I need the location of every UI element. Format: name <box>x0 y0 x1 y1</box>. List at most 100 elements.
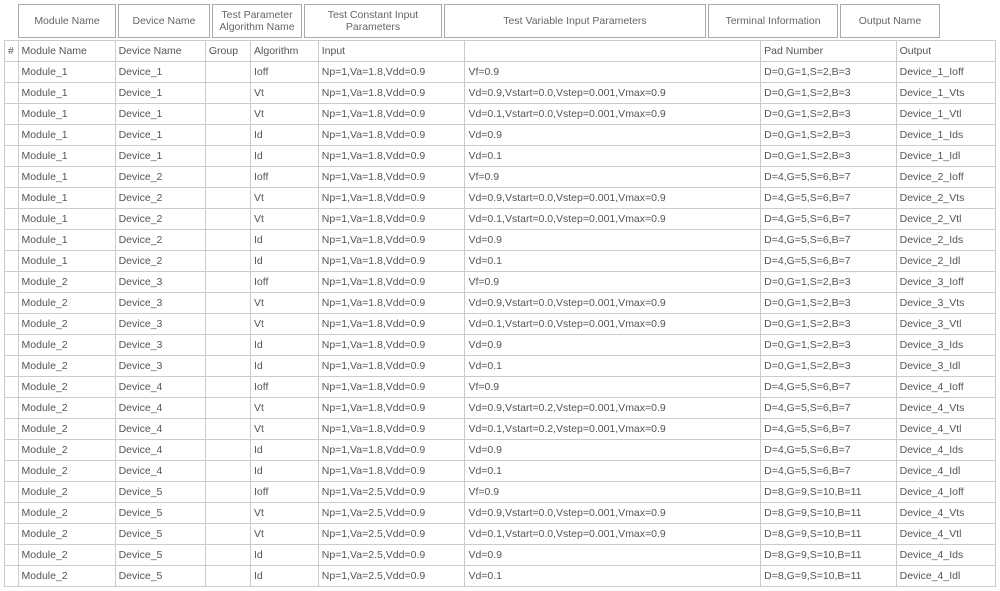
table-cell[interactable]: Np=1,Va=2.5,Vdd=0.9 <box>318 482 465 503</box>
table-cell[interactable]: Device_1_Vts <box>896 83 995 104</box>
table-cell[interactable]: Np=1,Va=1.8,Vdd=0.9 <box>318 62 465 83</box>
table-cell[interactable]: Np=1,Va=1.8,Vdd=0.9 <box>318 83 465 104</box>
table-cell[interactable]: Vd=0.1,Vstart=0.2,Vstep=0.001,Vmax=0.9 <box>465 419 761 440</box>
table-cell[interactable] <box>5 314 19 335</box>
table-cell[interactable] <box>205 419 250 440</box>
table-cell[interactable]: Vd=0.9 <box>465 125 761 146</box>
table-cell[interactable] <box>5 545 19 566</box>
table-cell[interactable] <box>205 293 250 314</box>
table-cell[interactable]: Vt <box>251 503 319 524</box>
table-cell[interactable] <box>5 356 19 377</box>
table-cell[interactable] <box>5 209 19 230</box>
table-cell[interactable]: D=4,G=5,S=6,B=7 <box>761 209 896 230</box>
table-cell[interactable]: D=0,G=1,S=2,B=3 <box>761 272 896 293</box>
column-header[interactable]: # <box>5 41 19 62</box>
table-cell[interactable]: Vf=0.9 <box>465 482 761 503</box>
table-cell[interactable]: Np=1,Va=2.5,Vdd=0.9 <box>318 566 465 587</box>
table-cell[interactable]: Vf=0.9 <box>465 167 761 188</box>
table-cell[interactable]: Device_2_Ioff <box>896 167 995 188</box>
table-cell[interactable] <box>5 461 19 482</box>
table-cell[interactable]: Id <box>251 230 319 251</box>
table-cell[interactable]: Module_2 <box>18 314 115 335</box>
table-cell[interactable]: Device_4_Ioff <box>896 482 995 503</box>
table-cell[interactable]: Device_4_Vtl <box>896 419 995 440</box>
table-cell[interactable] <box>5 398 19 419</box>
table-cell[interactable] <box>205 503 250 524</box>
table-row[interactable]: Module_1Device_2VtNp=1,Va=1.8,Vdd=0.9Vd=… <box>5 209 996 230</box>
table-cell[interactable] <box>5 188 19 209</box>
table-cell[interactable]: Device_3 <box>115 356 205 377</box>
table-cell[interactable] <box>205 335 250 356</box>
table-cell[interactable]: Module_1 <box>18 146 115 167</box>
table-row[interactable]: Module_1Device_1IdNp=1,Va=1.8,Vdd=0.9Vd=… <box>5 125 996 146</box>
table-cell[interactable] <box>5 146 19 167</box>
table-cell[interactable]: Vd=0.1 <box>465 566 761 587</box>
table-cell[interactable] <box>5 251 19 272</box>
table-cell[interactable]: Vt <box>251 209 319 230</box>
table-cell[interactable] <box>5 167 19 188</box>
table-cell[interactable]: Id <box>251 566 319 587</box>
table-cell[interactable]: Device_2 <box>115 188 205 209</box>
table-cell[interactable] <box>205 62 250 83</box>
table-row[interactable]: Module_1Device_1IoffNp=1,Va=1.8,Vdd=0.9V… <box>5 62 996 83</box>
table-cell[interactable]: Vd=0.1,Vstart=0.0,Vstep=0.001,Vmax=0.9 <box>465 209 761 230</box>
table-cell[interactable]: Vt <box>251 104 319 125</box>
table-cell[interactable]: Module_2 <box>18 503 115 524</box>
table-cell[interactable]: Device_3 <box>115 335 205 356</box>
table-cell[interactable] <box>205 356 250 377</box>
table-row[interactable]: Module_1Device_2VtNp=1,Va=1.8,Vdd=0.9Vd=… <box>5 188 996 209</box>
table-row[interactable]: Module_2Device_4IdNp=1,Va=1.8,Vdd=0.9Vd=… <box>5 440 996 461</box>
table-row[interactable]: Module_1Device_1IdNp=1,Va=1.8,Vdd=0.9Vd=… <box>5 146 996 167</box>
table-row[interactable]: Module_2Device_5IdNp=1,Va=2.5,Vdd=0.9Vd=… <box>5 545 996 566</box>
table-row[interactable]: Module_1Device_2IdNp=1,Va=1.8,Vdd=0.9Vd=… <box>5 251 996 272</box>
table-cell[interactable]: Np=1,Va=1.8,Vdd=0.9 <box>318 104 465 125</box>
table-row[interactable]: Module_1Device_1VtNp=1,Va=1.8,Vdd=0.9Vd=… <box>5 83 996 104</box>
table-cell[interactable] <box>205 524 250 545</box>
table-cell[interactable]: Np=1,Va=1.8,Vdd=0.9 <box>318 398 465 419</box>
table-row[interactable]: Module_2Device_4VtNp=1,Va=1.8,Vdd=0.9Vd=… <box>5 398 996 419</box>
table-cell[interactable]: Id <box>251 356 319 377</box>
table-cell[interactable] <box>5 104 19 125</box>
table-cell[interactable] <box>5 62 19 83</box>
table-cell[interactable]: Vt <box>251 419 319 440</box>
table-cell[interactable]: Id <box>251 461 319 482</box>
column-header[interactable]: Group <box>205 41 250 62</box>
table-cell[interactable]: Vd=0.9 <box>465 230 761 251</box>
table-cell[interactable] <box>5 482 19 503</box>
table-cell[interactable]: Vd=0.1,Vstart=0.0,Vstep=0.001,Vmax=0.9 <box>465 524 761 545</box>
table-cell[interactable]: Module_2 <box>18 524 115 545</box>
table-cell[interactable]: D=4,G=5,S=6,B=7 <box>761 377 896 398</box>
table-cell[interactable]: Device_5 <box>115 566 205 587</box>
column-header[interactable]: Pad Number <box>761 41 896 62</box>
table-cell[interactable]: Device_1_Ids <box>896 125 995 146</box>
table-cell[interactable]: Module_1 <box>18 83 115 104</box>
table-cell[interactable] <box>5 83 19 104</box>
table-cell[interactable]: Device_3_Ioff <box>896 272 995 293</box>
table-cell[interactable]: Device_1 <box>115 62 205 83</box>
table-cell[interactable] <box>205 188 250 209</box>
table-cell[interactable]: Id <box>251 125 319 146</box>
table-cell[interactable]: Device_4 <box>115 377 205 398</box>
table-cell[interactable]: D=4,G=5,S=6,B=7 <box>761 188 896 209</box>
column-header[interactable]: Module Name <box>18 41 115 62</box>
table-cell[interactable]: Vd=0.9,Vstart=0.0,Vstep=0.001,Vmax=0.9 <box>465 503 761 524</box>
table-cell[interactable] <box>5 566 19 587</box>
table-cell[interactable]: Device_3 <box>115 314 205 335</box>
table-cell[interactable]: Module_2 <box>18 356 115 377</box>
table-cell[interactable]: Device_3 <box>115 272 205 293</box>
table-cell[interactable]: Ioff <box>251 482 319 503</box>
table-row[interactable]: Module_2Device_3VtNp=1,Va=1.8,Vdd=0.9Vd=… <box>5 293 996 314</box>
table-cell[interactable]: Module_2 <box>18 461 115 482</box>
table-cell[interactable] <box>205 167 250 188</box>
table-cell[interactable]: Device_4 <box>115 461 205 482</box>
table-cell[interactable] <box>205 209 250 230</box>
column-header[interactable]: Input <box>318 41 465 62</box>
table-cell[interactable]: D=4,G=5,S=6,B=7 <box>761 398 896 419</box>
table-cell[interactable]: Device_4 <box>115 419 205 440</box>
table-row[interactable]: Module_1Device_1VtNp=1,Va=1.8,Vdd=0.9Vd=… <box>5 104 996 125</box>
table-row[interactable]: Module_2Device_5 IdNp=1,Va=2.5,Vdd=0.9Vd=… <box>5 566 996 587</box>
table-cell[interactable]: Device_2 <box>115 167 205 188</box>
table-cell[interactable]: Module_2 <box>18 566 115 587</box>
table-cell[interactable]: Module_2 <box>18 419 115 440</box>
table-cell[interactable]: Module_2 <box>18 482 115 503</box>
